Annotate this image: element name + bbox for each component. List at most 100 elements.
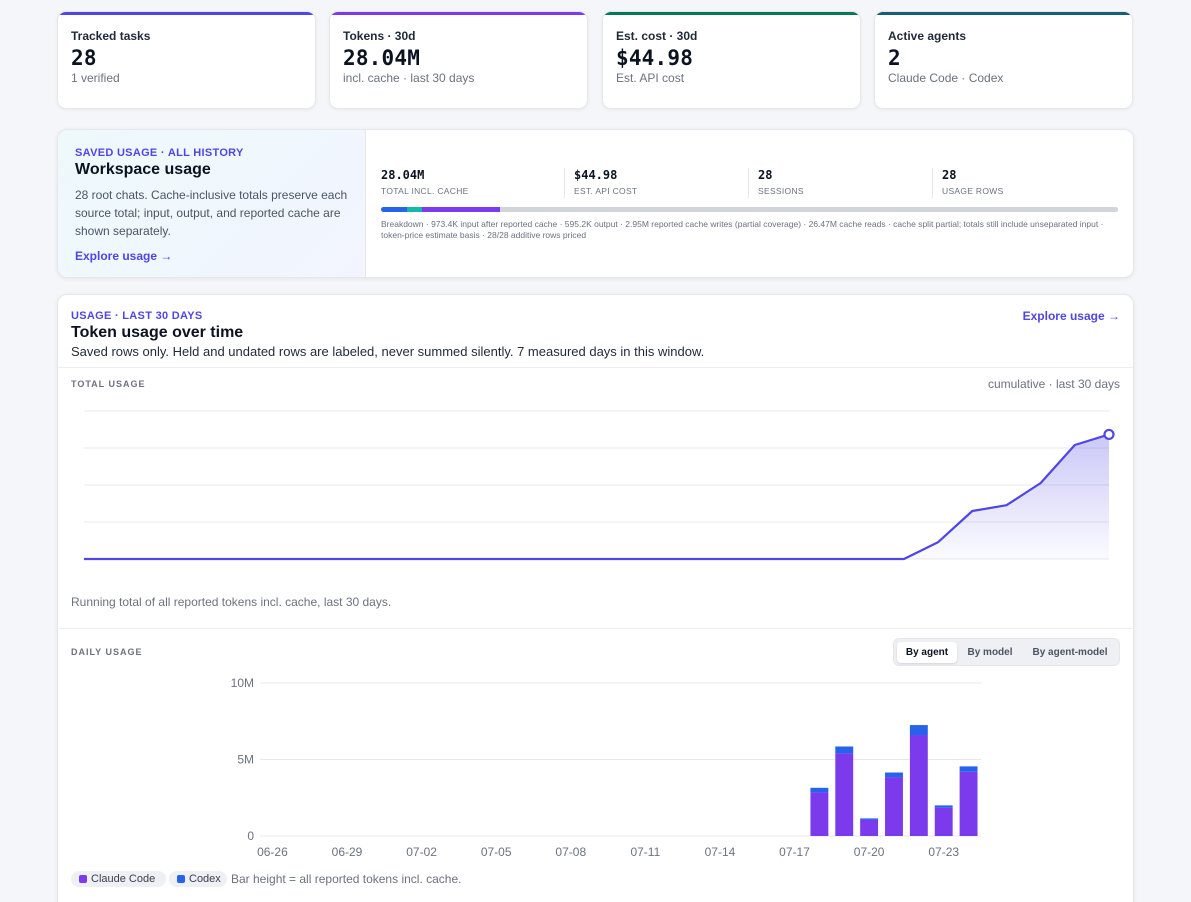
metric-value: 28 [942,168,957,182]
bar-codex [810,787,829,793]
legend-item-codex: Codex [169,871,227,887]
metric-usage-rows: 28 USAGE ROWS [942,168,1004,198]
grouping-toggle: By agent By model By agent-model [893,638,1120,666]
usage-title: Token usage over time [71,324,244,341]
metric-cost: $44.98 EST. API COST [574,168,637,198]
metric-divider [748,168,749,198]
cumulative-usage-chart [84,410,1115,561]
legend-swatch [79,875,87,883]
daily-usage-label: DAILY USAGE [71,647,143,657]
bar-codex [885,772,903,778]
stat-sub: incl. cache · last 30 days [343,71,475,85]
x-tick-label: 06-29 [332,845,363,859]
bar-claude-code [909,735,928,836]
legend-item-claude-code: Claude Code [71,871,166,887]
bar-claude-code [835,753,854,836]
metric-value: 28 [758,168,773,182]
breakdown-segment-cache-writes [422,207,500,212]
stat-label: Tokens · 30d [343,29,416,43]
y-tick-label: 10M [231,676,254,690]
breakdown-segment-output [406,207,423,212]
stat-label: Tracked tasks [71,29,151,43]
workspace-metrics: 28.04M TOTAL INCL. CACHE $44.98 EST. API… [381,168,1118,198]
x-tick-label: 06-26 [257,845,288,859]
legend-swatch [177,875,185,883]
token-usage-card: USAGE · LAST 30 DAYS Token usage over ti… [57,294,1134,902]
y-tick-label: 5M [237,753,254,767]
stat-sub: Claude Code · Codex [888,71,1004,85]
stat-card-tracked-tasks: Tracked tasks 28 1 verified [57,11,316,109]
stat-accent [330,12,587,15]
x-tick-label: 07-02 [406,845,437,859]
stat-value: 2 [888,46,901,70]
explore-usage-link[interactable]: Explore usage → [1022,309,1120,323]
x-tick-label: 07-05 [481,845,512,859]
x-tick-label: 07-08 [555,845,586,859]
section-divider [58,367,1133,368]
stat-label: Active agents [888,29,967,43]
stat-sub: 1 verified [71,71,120,85]
x-tick-label: 07-20 [854,845,885,859]
cumulative-caption: Running total of all reported tokens inc… [71,595,392,609]
stat-card-est-cost: Est. cost · 30d $44.98 Est. API cost [602,11,861,109]
metric-value: 28.04M [381,168,425,182]
metric-label: SESSIONS [758,186,804,196]
metric-label: USAGE ROWS [942,186,1004,196]
bar-claude-code [959,771,978,836]
metric-sessions: 28 SESSIONS [758,168,804,198]
stat-accent [603,12,860,15]
tab-by-agent-model[interactable]: By agent-model [1032,647,1108,658]
x-tick-label: 07-23 [928,845,959,859]
daily-usage-chart: 0 5M 10M 06-26 06-29 07-02 07-05 07-08 07-11 07-1… [231,676,981,859]
legend-label: Codex [189,873,221,885]
stat-value: 28.04M [343,46,421,70]
workspace-title: Workspace usage [75,161,211,178]
tab-by-agent[interactable]: By agent [897,642,957,663]
token-breakdown-bar [381,207,1118,212]
metric-divider [932,168,933,198]
bar-claude-code [810,792,829,836]
token-breakdown-text: Breakdown · 973.4K input after reported … [381,219,1104,240]
breakdown-segment-input [381,207,407,212]
y-tick-label: 0 [247,829,254,843]
workspace-usage-summary: SAVED USAGE · ALL HISTORY Workspace usag… [58,130,366,277]
x-tick-label: 07-11 [630,845,660,859]
bar-codex [860,818,879,820]
workspace-usage-card: SAVED USAGE · ALL HISTORY Workspace usag… [57,129,1134,278]
explore-usage-link[interactable]: Explore usage → [75,249,173,263]
usage-description: Saved rows only. Held and undated rows a… [71,344,705,359]
stat-card-active-agents: Active agents 2 Claude Code · Codex [874,11,1133,109]
x-tick-label: 07-14 [705,845,736,859]
legend-note: Bar height = all reported tokens incl. c… [231,872,462,886]
stat-sub: Est. API cost [616,71,685,85]
stat-cards: Tracked tasks 28 1 verified Tokens · 30d… [57,11,1134,109]
bar-claude-code [885,777,903,836]
stat-accent [875,12,1132,15]
stat-label: Est. cost · 30d [616,29,698,43]
metric-label: TOTAL INCL. CACHE [381,186,469,196]
section-divider [58,628,1133,629]
usage-eyebrow: USAGE · LAST 30 DAYS [71,310,203,322]
stat-accent [58,12,315,15]
metric-label: EST. API COST [574,186,638,196]
bar-codex [959,766,978,772]
workspace-eyebrow: SAVED USAGE · ALL HISTORY [75,147,244,159]
cumulative-area [84,434,1109,559]
cumulative-note: cumulative · last 30 days [987,377,1120,391]
stat-value: 28 [71,46,97,70]
stat-card-tokens: Tokens · 30d 28.04M incl. cache · last 3… [329,11,588,109]
cumulative-line [84,433,1110,561]
total-usage-label: TOTAL USAGE [71,379,146,389]
workspace-description: 28 root chats. Cache-inclusive totals pr… [75,188,348,238]
x-tick-label: 07-17 [779,845,810,859]
stat-value: $44.98 [616,46,694,70]
bar-codex [934,805,953,808]
cumulative-endpoint [1103,428,1115,441]
bar-codex [909,725,928,736]
breakdown-segment-cache-reads [499,207,1118,212]
tab-by-model[interactable]: By model [967,647,1013,658]
bar-claude-code [860,819,879,836]
metric-value: $44.98 [574,168,618,182]
bar-codex [835,746,854,754]
legend-label: Claude Code [91,873,156,885]
